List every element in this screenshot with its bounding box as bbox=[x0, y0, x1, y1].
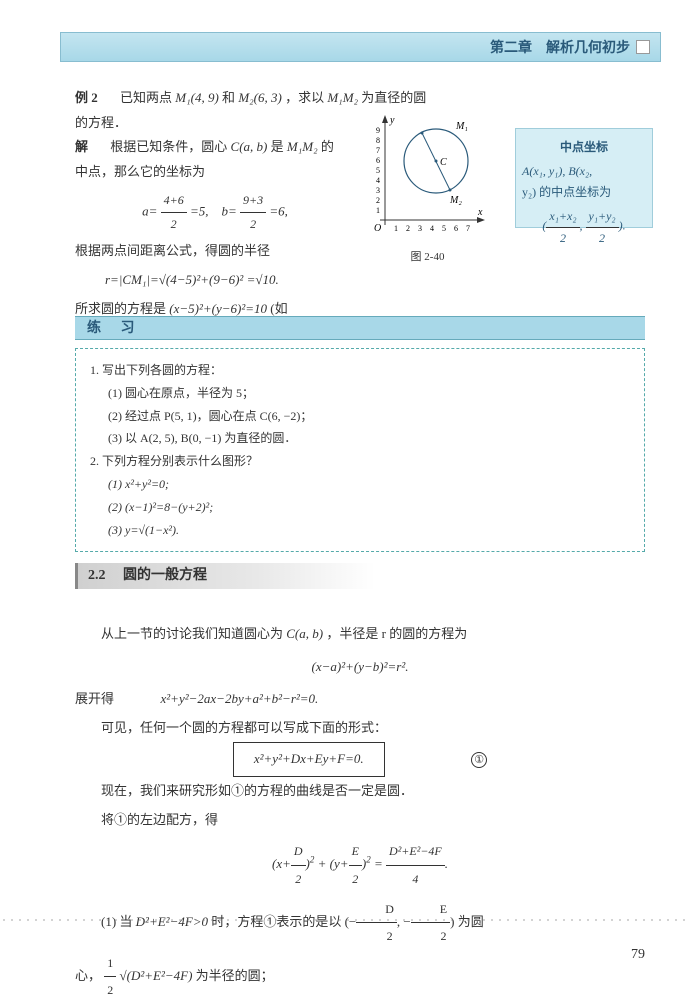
svg-text:5: 5 bbox=[442, 224, 446, 233]
header-marker bbox=[636, 40, 650, 54]
case-radius: √(D²+E²−4F) bbox=[120, 968, 193, 983]
section-text: 将①的左边配方，得 bbox=[75, 806, 645, 835]
section-text: C(a, b) bbox=[286, 626, 323, 641]
svg-text:1: 1 bbox=[376, 206, 380, 215]
practice-q2-1: (1) x²+y²=0; bbox=[90, 473, 630, 496]
svg-text:9: 9 bbox=[376, 126, 380, 135]
chapter-header: 第二章 解析几何初步 bbox=[60, 32, 661, 62]
expand-label: 展开得 bbox=[75, 691, 114, 706]
svg-text:M₂: M₂ bbox=[449, 195, 462, 206]
point-m1: M₁(4, 9) bbox=[175, 90, 219, 105]
solve-label: 解 bbox=[75, 139, 88, 154]
segment-m1m2: M₁M₂ bbox=[287, 139, 318, 154]
practice-box: 1. 写出下列各圆的方程： (1) 圆心在原点，半径为 5； (2) 经过点 P… bbox=[75, 348, 645, 552]
svg-text:6: 6 bbox=[454, 224, 458, 233]
sidebar-title: 中点坐标 bbox=[522, 137, 646, 157]
example-text: ，求以 bbox=[285, 90, 327, 105]
example-text: 和 bbox=[222, 90, 238, 105]
practice-q2-2: (2) (x−1)²=8−(y+2)²; bbox=[90, 496, 630, 519]
svg-text:4: 4 bbox=[430, 224, 434, 233]
chapter-title: 第二章 解析几何初步 bbox=[490, 37, 630, 57]
practice-q2-3: (3) y=√(1−x²). bbox=[90, 519, 630, 542]
practice-q1: 1. 写出下列各圆的方程： bbox=[90, 359, 630, 382]
svg-text:1: 1 bbox=[394, 224, 398, 233]
equation-general: x²+y²+Dx+Ey+F=0. bbox=[233, 742, 385, 777]
result-text: (如 bbox=[270, 301, 287, 316]
svg-text:O: O bbox=[374, 223, 381, 234]
segment-m1m2: M₁M₂ bbox=[327, 90, 358, 105]
section-text: 从上一节的讨论我们知道圆心为 bbox=[101, 626, 286, 641]
practice-q1-1: (1) 圆心在原点，半径为 5； bbox=[90, 382, 630, 405]
point-m2: M₂(6, 3) bbox=[238, 90, 282, 105]
practice-q1-3: (3) 以 A(2, 5), B(0, −1) 为直径的圆． bbox=[90, 427, 630, 450]
footer-dots bbox=[0, 917, 685, 929]
page-number: 79 bbox=[631, 947, 645, 963]
section-header: 2.2 圆的一般方程 bbox=[75, 563, 375, 589]
practice-header: 练 习 bbox=[75, 316, 645, 340]
practice-q1-2: (2) 经过点 P(5, 1)，圆心在点 C(6, −2)； bbox=[90, 405, 630, 428]
result-eq: (x−5)²+(y−6)²=10 bbox=[169, 301, 267, 316]
equation-completed-square: (x+D2)2 + (y+E2)2 = D²+E²−4F4. bbox=[75, 838, 645, 892]
svg-text:8: 8 bbox=[376, 136, 380, 145]
svg-text:x: x bbox=[477, 207, 483, 218]
sidebar-text: A(x₁, y₁), B(x₂, bbox=[522, 161, 646, 181]
svg-text:4: 4 bbox=[376, 176, 380, 185]
diagram-svg: C M₁ M₂ O y x 98 76 54 32 1 12 34 56 7 bbox=[370, 115, 485, 245]
section-text: 可见，任何一个圆的方程都可以写成下面的形式： bbox=[75, 714, 645, 743]
svg-text:C: C bbox=[440, 157, 447, 168]
section-title: 圆的一般方程 bbox=[123, 568, 207, 583]
svg-text:M₁: M₁ bbox=[455, 121, 468, 132]
formula-radius: r=|CM₁|=√(4−5)²+(9−6)² =√10. bbox=[75, 268, 375, 293]
equation-standard: (x−a)²+(y−b)²=r². bbox=[75, 653, 645, 682]
solve-text: 是 bbox=[271, 139, 287, 154]
section-text: ，半径是 r 的圆的方程为 bbox=[326, 626, 467, 641]
formula-midpoint: a= 4+62 =5, b= 9+32 =6, bbox=[75, 189, 355, 236]
equation-expanded: x²+y²−2ax−2by+a²+b²−r²=0. bbox=[161, 691, 319, 706]
section-num: 2.2 bbox=[88, 568, 106, 583]
section-body: 从上一节的讨论我们知道圆心为 C(a, b) ，半径是 r 的圆的方程为 (x−… bbox=[75, 620, 645, 1004]
equation-number: ① bbox=[471, 752, 487, 768]
case-text: 心， bbox=[75, 968, 101, 983]
example-text: 已知两点 bbox=[107, 90, 175, 105]
section-text: 现在，我们来研究形如①的方程的曲线是否一定是圆． bbox=[75, 777, 645, 806]
svg-text:2: 2 bbox=[406, 224, 410, 233]
svg-text:5: 5 bbox=[376, 166, 380, 175]
practice-q2: 2. 下列方程分别表示什么图形？ bbox=[90, 450, 630, 473]
case-text: 为半径的圆； bbox=[196, 968, 274, 983]
svg-text:3: 3 bbox=[376, 186, 380, 195]
svg-text:y: y bbox=[389, 115, 395, 126]
figure-label: 图 2-40 bbox=[370, 248, 485, 264]
example-label: 例 2 bbox=[75, 90, 98, 105]
solve-text: 根据已知条件，圆心 bbox=[97, 139, 230, 154]
midpoint-sidebar: 中点坐标 A(x₁, y₁), B(x₂, y₂) 的中点坐标为 (x₁+x₂2… bbox=[515, 128, 653, 228]
sidebar-text: y₂) 的中点坐标为 bbox=[522, 182, 646, 202]
svg-text:2: 2 bbox=[376, 196, 380, 205]
center-cab: C(a, b) bbox=[231, 139, 268, 154]
result-text: 所求圆的方程是 bbox=[75, 301, 166, 316]
svg-text:7: 7 bbox=[376, 146, 380, 155]
example-text: 为直径的圆 bbox=[361, 90, 426, 105]
svg-text:7: 7 bbox=[466, 224, 470, 233]
solve-text: 的 bbox=[321, 139, 334, 154]
circle-diagram: C M₁ M₂ O y x 98 76 54 32 1 12 34 56 7 图… bbox=[370, 115, 485, 265]
svg-text:6: 6 bbox=[376, 156, 380, 165]
sidebar-formula: (x₁+x₂2, y₁+y₂2). bbox=[522, 206, 646, 248]
svg-text:3: 3 bbox=[418, 224, 422, 233]
